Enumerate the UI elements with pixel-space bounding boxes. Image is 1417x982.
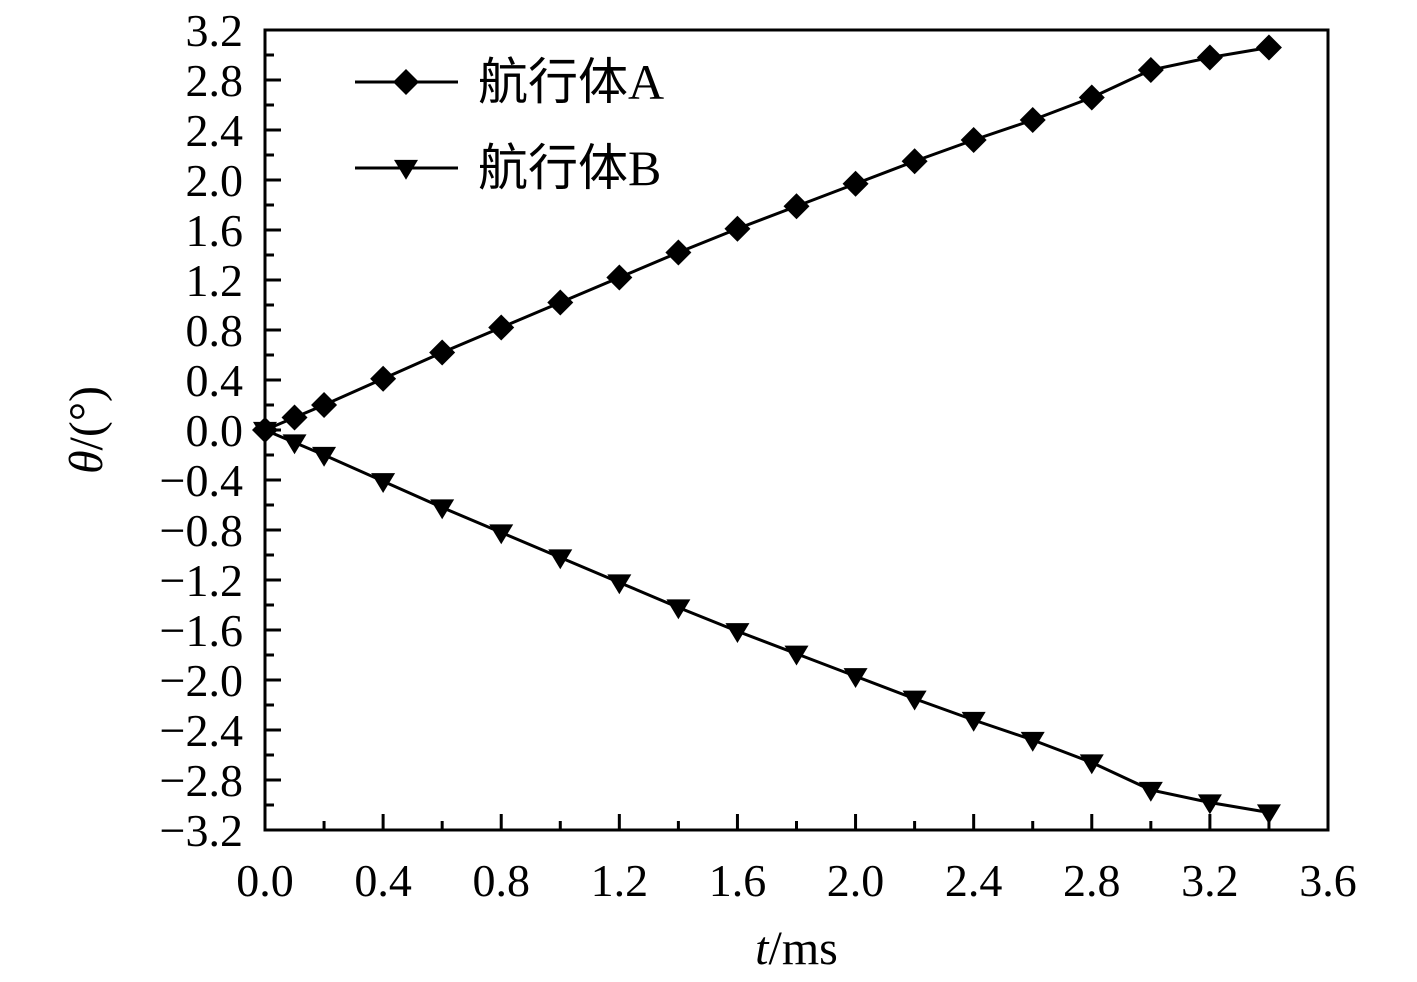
x-tick-label: 0.4 [354, 855, 412, 906]
data-point [1197, 794, 1222, 815]
data-point [547, 289, 574, 316]
x-axis-variable: t [755, 922, 770, 975]
data-point [488, 314, 515, 341]
data-point [429, 339, 456, 366]
data-point [371, 473, 396, 493]
data-point [901, 148, 928, 175]
data-point [1256, 804, 1281, 825]
data-point [1020, 731, 1045, 752]
y-tick-label: −3.2 [160, 805, 243, 856]
x-axis-title: t/ms [755, 922, 838, 975]
y-tick-label: −1.6 [160, 605, 243, 656]
data-point [606, 264, 633, 291]
y-tick-label: 2.0 [186, 155, 244, 206]
plot-frame [263, 28, 1330, 832]
legend-label: 航行体A [478, 54, 664, 110]
legend: 航行体A 航行体B [355, 54, 664, 196]
y-tick-label: −2.0 [160, 655, 243, 706]
y-tick-label: 0.0 [186, 405, 244, 456]
data-point [489, 524, 514, 545]
series-b [253, 421, 1281, 825]
y-tick-label: 2.8 [186, 55, 244, 106]
data-point [843, 668, 868, 688]
y-tick-label: −2.8 [160, 755, 243, 806]
x-axis-unit: /ms [768, 922, 837, 975]
y-tick-label: 1.2 [186, 255, 244, 306]
data-point [842, 170, 869, 197]
y-axis-unit: /(°) [60, 386, 113, 451]
x-tick-label: 1.6 [709, 855, 767, 906]
data-point [607, 574, 632, 595]
x-tick-label: 2.0 [827, 855, 885, 906]
data-point [370, 365, 397, 392]
data-point [725, 623, 750, 643]
x-tick-label: 0.0 [236, 855, 294, 906]
data-point [724, 215, 751, 242]
data-point [1255, 34, 1282, 61]
y-axis-title: θ/(°) [60, 386, 113, 474]
data-point [1079, 754, 1104, 775]
data-point [253, 421, 277, 442]
data-point [1019, 107, 1046, 133]
y-tick-label: −1.2 [160, 555, 243, 606]
series-line [264, 46, 1270, 432]
legend-label: 航行体B [478, 140, 661, 196]
data-point [281, 404, 308, 431]
x-tick-label: 1.2 [591, 855, 649, 906]
data-point [784, 645, 809, 666]
y-tick-label: 1.6 [186, 205, 244, 256]
data-point [1138, 781, 1163, 802]
data-point [902, 690, 927, 711]
data-point [282, 434, 307, 455]
y-tick-label: 3.2 [186, 5, 244, 56]
y-tick-label: 0.4 [186, 355, 244, 406]
series-a [252, 34, 1282, 443]
x-tick-label: 3.6 [1299, 855, 1357, 906]
y-tick-label: −0.8 [160, 505, 243, 556]
series-line [264, 428, 1270, 814]
data-point [665, 239, 692, 266]
data-point [960, 127, 987, 153]
data-point [1196, 44, 1223, 71]
legend-marker [394, 159, 418, 180]
data-point [1137, 57, 1164, 83]
data-point [666, 599, 691, 620]
data-point [961, 711, 986, 732]
y-tick-label: 0.8 [186, 305, 244, 356]
x-tick-label: 3.2 [1181, 855, 1239, 906]
y-tick-label: −0.4 [160, 455, 243, 506]
data-point [430, 499, 455, 520]
data-point [312, 446, 337, 467]
y-tick-label: 2.4 [186, 105, 244, 156]
x-tick-label: 0.8 [472, 855, 530, 906]
y-tick-label: −2.4 [160, 705, 243, 756]
data-point [311, 392, 338, 418]
data-point [548, 549, 573, 570]
legend-marker [393, 69, 419, 95]
x-tick-label: 2.8 [1063, 855, 1121, 906]
axes: 0.0 0.4 0.8 1.2 1.6 2.0 2.4 2.8 3.2 3.63.22.82.42… [160, 5, 1357, 906]
x-tick-label: 2.4 [945, 855, 1003, 906]
series-layer [252, 34, 1282, 825]
data-point [1078, 84, 1105, 111]
y-axis-variable: θ [60, 450, 113, 474]
data-point [783, 193, 810, 220]
